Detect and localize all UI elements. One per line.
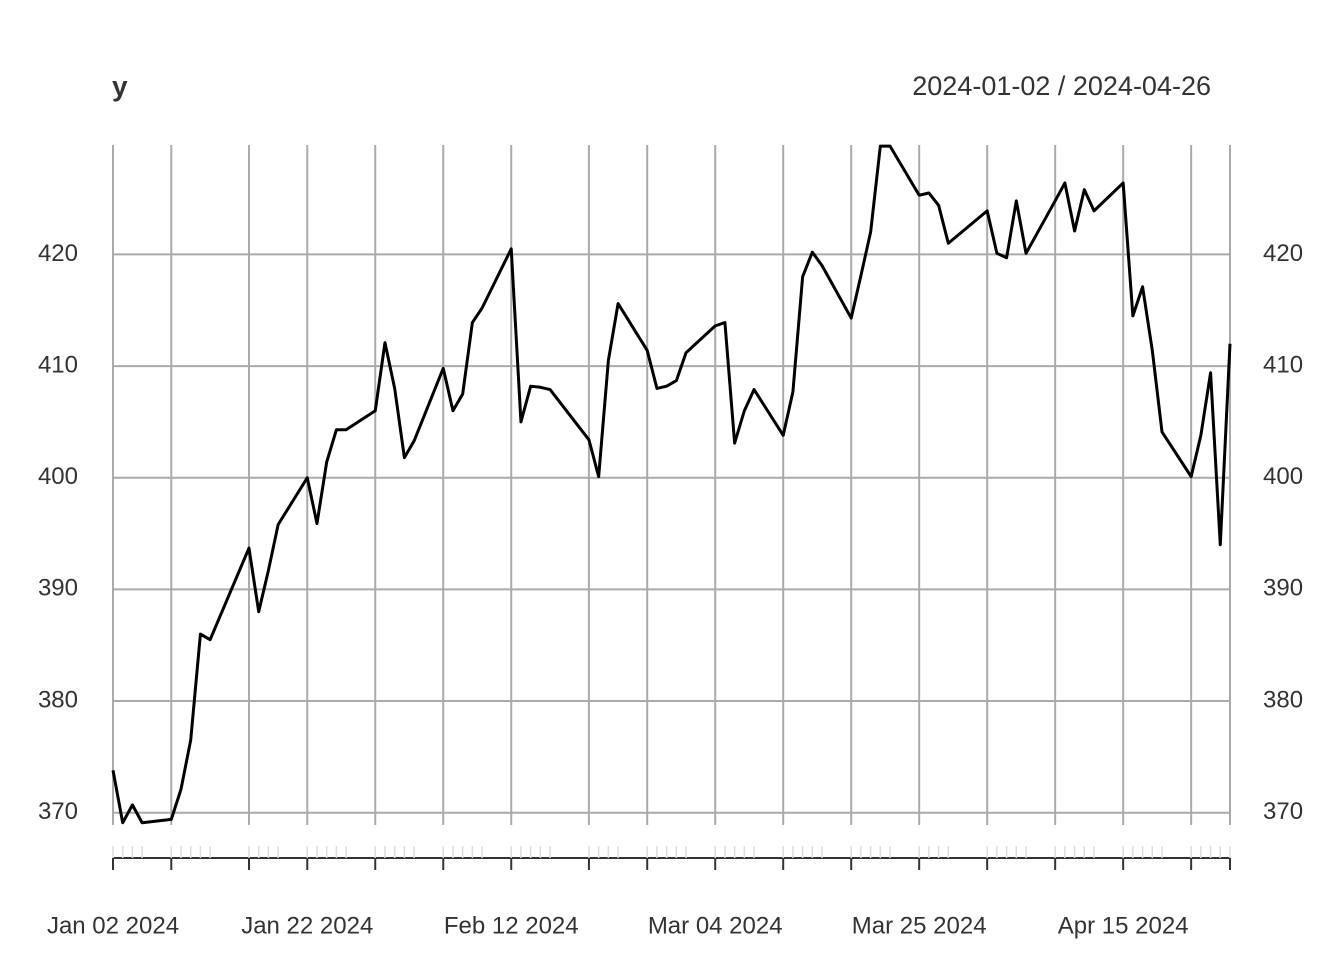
x-tick-label: Mar 25 2024	[852, 912, 987, 939]
y-tick-label-right: 420	[1263, 240, 1303, 267]
x-tick-label: Jan 02 2024	[47, 912, 179, 939]
y-tick-label: 370	[38, 798, 78, 825]
y-tick-label: 420	[38, 240, 78, 267]
y-tick-label-right: 410	[1263, 351, 1303, 378]
x-tick-label: Feb 12 2024	[444, 912, 579, 939]
y-tick-label-right: 390	[1263, 575, 1303, 602]
y-tick-label-right: 380	[1263, 686, 1303, 713]
y-tick-label: 400	[38, 463, 78, 490]
x-tick-label: Jan 22 2024	[241, 912, 373, 939]
x-tick-label: Mar 04 2024	[648, 912, 783, 939]
y-tick-label: 410	[38, 351, 78, 378]
x-tick-label: Apr 15 2024	[1058, 912, 1189, 939]
chart-title: y	[112, 70, 128, 101]
line-series	[111, 144, 1232, 825]
y-tick-label: 390	[38, 575, 78, 602]
y-tick-label-right: 400	[1263, 463, 1303, 490]
y-tick-label-right: 370	[1263, 798, 1303, 825]
y-tick-label: 380	[38, 686, 78, 713]
chart-subtitle: 2024-01-02 / 2024-04-26	[912, 71, 1211, 101]
